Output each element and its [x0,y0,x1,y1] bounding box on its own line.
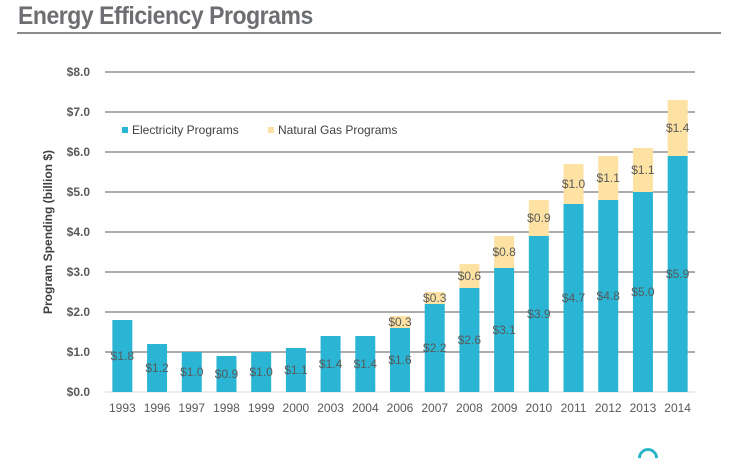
bar-natural-gas [632,148,653,192]
y-tick-label: $1.0 [67,345,91,359]
y-tick-label: $7.0 [67,105,91,119]
bar-natural-gas [494,236,515,268]
x-tick-label: 2004 [352,401,379,415]
legend: Electricity Programs Natural Gas Program… [122,123,397,137]
x-axis-ticks: 1993 1996 1997 1998 1999 2000 2003 2004 2006 2007… [109,401,691,415]
data-label-electricity: $4.7 [562,291,586,305]
data-label-natural-gas: $0.6 [458,269,482,283]
x-tick-label: 2014 [664,401,691,415]
bar-electricity [494,268,515,392]
bar-natural-gas [424,292,445,304]
bar-natural-gas [528,200,549,236]
x-tick-label: 2010 [525,401,552,415]
data-label-natural-gas: $0.3 [423,291,447,305]
data-label-natural-gas: $0.3 [388,315,412,329]
y-tick-label: $4.0 [67,225,91,239]
data-label-electricity: $1.8 [111,349,135,363]
data-label-electricity: $1.0 [249,365,273,379]
y-tick-label: $5.0 [67,185,91,199]
x-tick-label: 2006 [387,401,414,415]
data-label-electricity: $2.2 [423,341,447,355]
data-label-natural-gas: $1.1 [597,171,621,185]
data-label-electricity: $3.9 [527,307,551,321]
data-label-electricity: $3.1 [492,323,516,337]
bar-electricity [424,304,445,392]
title-divider [17,32,721,34]
y-tick-label: $8.0 [67,65,91,79]
data-label-electricity: $0.9 [215,367,239,381]
x-tick-label: 2009 [491,401,518,415]
energy-efficiency-chart: $0.0 $1.0 $2.0 $3.0 $4.0 $5.0 $6.0 $7.0 $8.0 Pro… [41,65,695,415]
data-label-natural-gas: $1.1 [631,163,655,177]
bar-electricity [528,236,549,392]
grid-lines [105,71,695,393]
data-label-natural-gas: $1.0 [562,177,586,191]
legend-swatch-natural-gas [268,127,274,133]
bar-electricity [355,336,376,392]
bar-electricity [285,348,306,392]
bar-electricity [320,336,341,392]
bar-electricity [667,156,688,392]
data-label-electricity: $1.2 [145,361,169,375]
data-label-electricity: $1.1 [284,363,308,377]
x-tick-label: 2000 [283,401,310,415]
data-label-electricity: $4.8 [597,289,621,303]
bar-natural-gas [563,164,584,204]
data-label-electricity: $1.4 [354,357,378,371]
data-label-natural-gas: $0.8 [492,245,516,259]
data-label-electricity: $5.9 [666,267,690,281]
legend-swatch-electricity [122,127,128,133]
bar-natural-gas [390,316,410,328]
data-labels: $1.8 $1.2 $1.0 $0.9 $1.0 $1.1 $1.4 $1.4 $0.3 $1.6… [111,121,690,381]
bar-electricity [216,356,237,392]
x-tick-label: 1998 [213,401,240,415]
bars [112,100,688,392]
x-tick-label: 1993 [109,401,136,415]
y-tick-label: $2.0 [67,305,91,319]
x-tick-label: 2007 [421,401,448,415]
bar-electricity [598,200,619,392]
bar-electricity [251,352,272,392]
x-tick-label: 1997 [178,401,205,415]
bar-electricity [112,320,133,392]
y-tick-label: $0.0 [67,385,91,399]
page-title: Energy Efficiency Programs [18,2,313,30]
legend-label-electricity: Electricity Programs [132,123,239,137]
bar-electricity [459,288,480,392]
y-tick-label: $3.0 [67,265,91,279]
data-label-electricity: $1.6 [388,353,412,367]
y-axis-ticks: $0.0 $1.0 $2.0 $3.0 $4.0 $5.0 $6.0 $7.0 $8.0 [67,65,91,399]
x-tick-label: 1999 [248,401,275,415]
bar-natural-gas [459,264,480,288]
data-label-electricity: $2.6 [458,333,482,347]
bar-electricity [632,192,653,392]
x-tick-label: 1996 [144,401,171,415]
data-label-electricity: $5.0 [631,285,655,299]
x-tick-label: 2013 [630,401,657,415]
data-label-natural-gas: $1.4 [666,121,690,135]
x-tick-label: 2003 [317,401,344,415]
y-tick-label: $6.0 [67,145,91,159]
bar-electricity [181,352,202,392]
bar-natural-gas [667,100,688,156]
bar-electricity [147,344,168,392]
y-axis-label: Program Spending (billion $) [41,150,55,314]
x-tick-label: 2012 [595,401,622,415]
data-label-natural-gas: $0.9 [527,211,551,225]
bar-electricity [390,328,410,392]
data-label-electricity: $1.0 [180,365,204,379]
data-label-electricity: $1.4 [319,357,343,371]
x-tick-label: 2011 [561,401,587,415]
legend-label-natural-gas: Natural Gas Programs [278,123,397,137]
bar-natural-gas [598,156,619,200]
bar-electricity [563,204,584,392]
x-tick-label: 2008 [456,401,483,415]
